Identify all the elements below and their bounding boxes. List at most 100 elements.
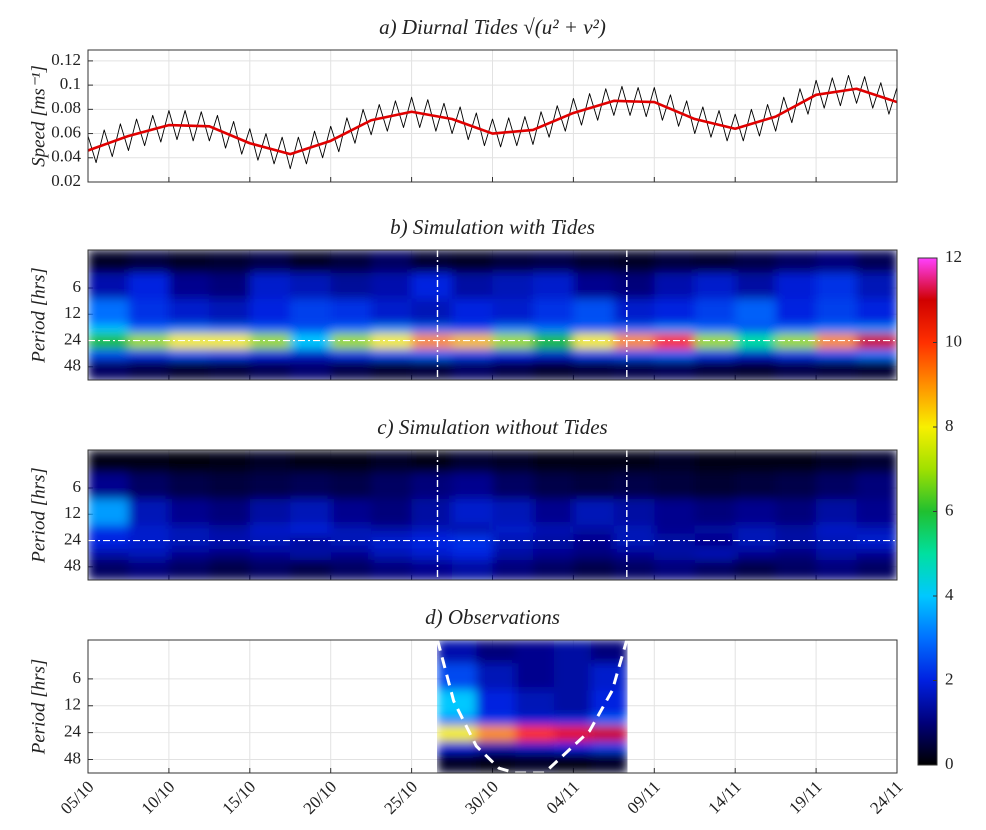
- heatmap-cell: [249, 348, 291, 361]
- heatmap-cell: [411, 450, 453, 474]
- heatmap-cell: [209, 333, 251, 350]
- heatmap-cell: [573, 325, 615, 335]
- heatmap-cell: [330, 359, 372, 381]
- heatmap-cell: [168, 533, 210, 550]
- heatmap-cell: [694, 298, 736, 326]
- heatmap-cell: [452, 498, 493, 526]
- heatmap-cell: [128, 559, 170, 581]
- heatmap-cell: [694, 450, 736, 474]
- heatmap-cell: [290, 548, 332, 561]
- heatmap-cell: [735, 348, 777, 361]
- panel-title: c) Simulation without Tides: [377, 415, 607, 439]
- heatmap: [437, 640, 628, 774]
- x-tick-label: 25/10: [380, 777, 421, 818]
- heatmap-cell: [856, 250, 898, 274]
- heatmap-cell: [591, 640, 628, 664]
- heatmap-cell: [492, 450, 534, 474]
- heatmap-cell: [411, 250, 453, 274]
- heatmap-cell: [168, 525, 210, 535]
- heatmap-cell: [775, 250, 817, 274]
- x-tick-label: 10/10: [138, 777, 179, 818]
- heatmap-cell: [553, 752, 592, 774]
- y-tick-label: 48: [64, 356, 81, 375]
- heatmap-cell: [573, 298, 615, 326]
- heatmap-cell: [515, 640, 555, 664]
- heatmap-cell: [515, 663, 555, 691]
- heatmap-cell: [88, 498, 129, 526]
- heatmap-cell: [168, 548, 210, 561]
- heatmap-cell: [735, 450, 777, 474]
- heatmap-cell: [371, 533, 413, 550]
- heatmap-cell: [775, 272, 817, 300]
- heatmap-cell: [775, 359, 817, 381]
- heatmap-cell: [452, 359, 493, 381]
- panel-title: b) Simulation with Tides: [390, 215, 595, 239]
- y-tick-label: 48: [64, 556, 81, 575]
- heatmap-cell: [452, 333, 493, 350]
- heatmap-cell: [128, 472, 170, 500]
- heatmap-cell: [371, 472, 413, 500]
- heatmap-cell: [553, 741, 592, 753]
- heatmap-cell: [735, 325, 777, 335]
- heatmap-cell: [613, 250, 655, 274]
- heatmap-cell: [856, 548, 898, 561]
- heatmap-cell: [128, 333, 170, 350]
- heatmap-cell: [613, 472, 655, 500]
- heatmap-cell: [88, 533, 129, 550]
- heatmap-cell: [532, 298, 574, 326]
- heatmap-cell: [168, 298, 210, 326]
- heatmap-cell: [88, 348, 129, 361]
- heatmap-cell: [209, 498, 251, 526]
- heatmap-cell: [816, 272, 858, 300]
- heatmap-cell: [371, 548, 413, 561]
- heatmap-cell: [249, 298, 291, 326]
- heatmap-cell: [816, 548, 858, 561]
- panel: a) Diurnal Tides √(u² + v²)Speed [ms⁻¹]0…: [28, 15, 898, 190]
- heatmap-cell: [775, 472, 817, 500]
- heatmap-cell: [452, 548, 493, 561]
- heatmap-cell: [492, 498, 534, 526]
- heatmap-cell: [249, 250, 291, 274]
- heatmap-cell: [735, 272, 777, 300]
- colorbar-tick-label: 12: [945, 247, 962, 266]
- heatmap-cell: [249, 548, 291, 561]
- heatmap-cell: [654, 533, 696, 550]
- colorbar-tick-label: 10: [945, 331, 962, 350]
- heatmap-cell: [290, 348, 332, 361]
- y-tick-label: 12: [64, 695, 81, 714]
- heatmap-cell: [411, 272, 453, 300]
- heatmap-cell: [654, 498, 696, 526]
- heatmap-cell: [816, 298, 858, 326]
- x-tick-label: 20/10: [299, 777, 340, 818]
- heatmap-cell: [573, 559, 615, 581]
- heatmap-cell: [856, 450, 898, 474]
- heatmap-cell: [128, 359, 170, 381]
- heatmap-cell: [452, 250, 493, 274]
- heatmap-cell: [735, 498, 777, 526]
- heatmap-cell: [452, 533, 493, 550]
- heatmap-cell: [168, 272, 210, 300]
- heatmap-cell: [856, 348, 898, 361]
- heatmap-cell: [88, 325, 129, 335]
- heatmap-cell: [654, 450, 696, 474]
- heatmap-cell: [735, 525, 777, 535]
- y-axis-label: Period [hrs]: [28, 467, 49, 564]
- y-tick-label: 6: [73, 477, 82, 496]
- heatmap-cell: [249, 450, 291, 474]
- heatmap-cell: [532, 325, 574, 335]
- y-tick-label: 0.04: [51, 147, 81, 166]
- heatmap-cell: [492, 472, 534, 500]
- panel-title: d) Observations: [425, 605, 560, 629]
- heatmap-cell: [694, 348, 736, 361]
- heatmap-cell: [613, 325, 655, 335]
- heatmap-cell: [330, 333, 372, 350]
- heatmap-cell: [209, 533, 251, 550]
- heatmap-cell: [613, 359, 655, 381]
- heatmap-cell: [532, 498, 574, 526]
- heatmap-cell: [492, 298, 534, 326]
- heatmap-cell: [88, 272, 129, 300]
- heatmap-cell: [452, 325, 493, 335]
- heatmap-cell: [591, 663, 628, 691]
- heatmap-cell: [532, 450, 574, 474]
- heatmap-cell: [290, 325, 332, 335]
